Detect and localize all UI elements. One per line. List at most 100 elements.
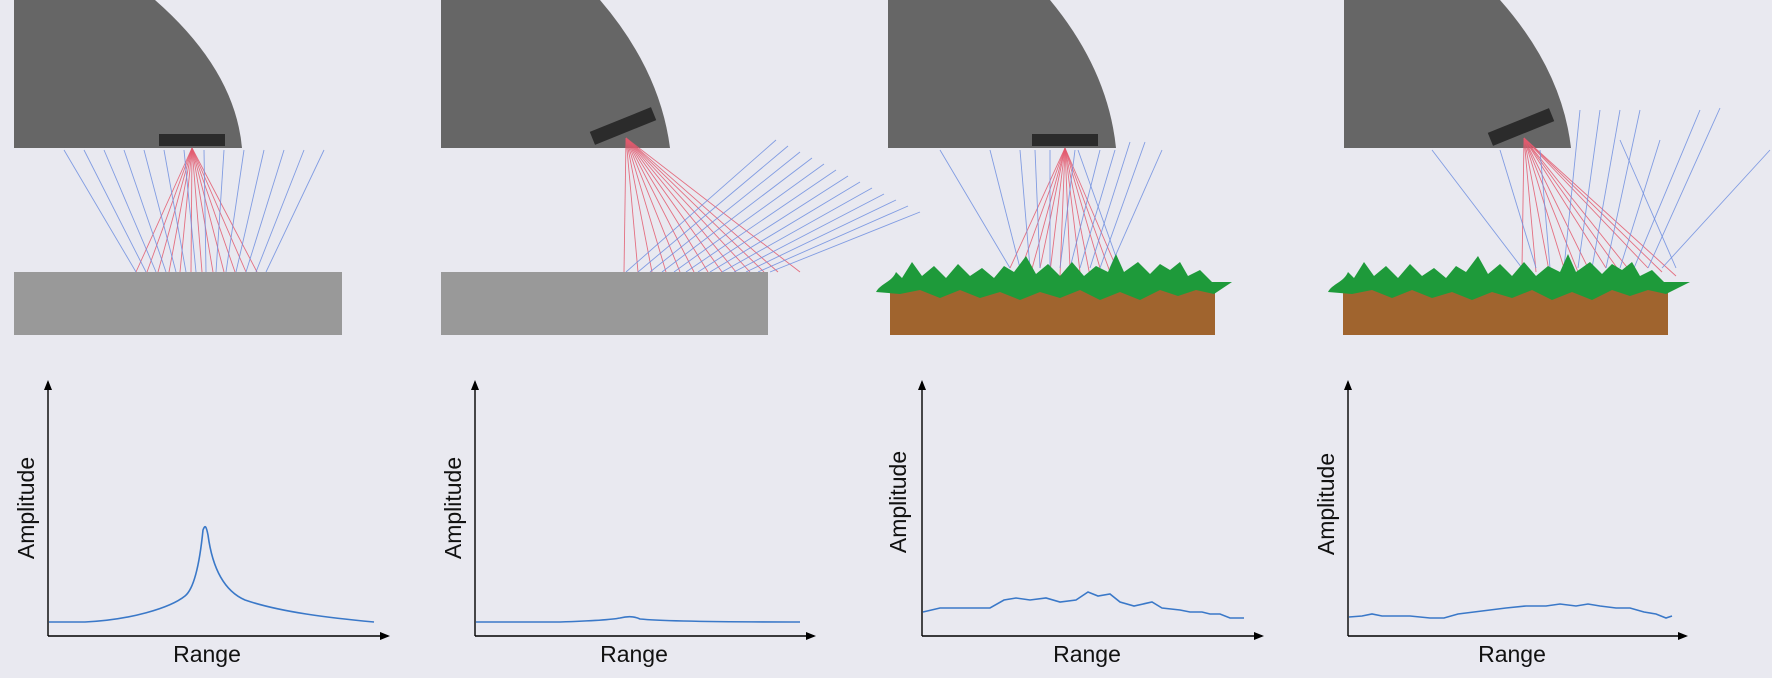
- reflected-ray: [697, 175, 849, 273]
- incident-ray: [625, 137, 751, 273]
- incident-ray: [1523, 137, 1635, 277]
- incident-ray: [1039, 147, 1066, 269]
- reflected-ray: [1099, 141, 1146, 269]
- reflected-ray: [989, 149, 1021, 269]
- reflected-ray: [1539, 149, 1551, 269]
- incident-ray: [1064, 147, 1101, 269]
- reflected-ray: [103, 149, 157, 273]
- incident-ray: [623, 137, 627, 273]
- incident-ray: [190, 147, 193, 273]
- reflected-ray: [649, 151, 801, 273]
- reflected-ray: [939, 149, 1011, 269]
- reflected-ray: [255, 149, 305, 273]
- x-axis-label: Range: [600, 641, 668, 667]
- incident-ray: [625, 137, 801, 273]
- reflected-ray: [1633, 109, 1701, 269]
- reflected-ray: [123, 149, 167, 273]
- incident-ray: [168, 147, 193, 273]
- incident-beams: [623, 137, 801, 273]
- incident-ray: [146, 147, 193, 273]
- reflected-ray: [1591, 109, 1621, 269]
- incident-ray: [191, 147, 236, 273]
- echo-plot: Amplitude Range: [1313, 380, 1688, 667]
- incident-beams: [1009, 147, 1121, 277]
- reflected-ray: [83, 149, 147, 273]
- reflected-ray: [637, 145, 789, 273]
- flat-seabed: [441, 272, 768, 335]
- incident-ray: [1064, 147, 1081, 273]
- echo-curve: [922, 591, 1244, 619]
- incident-ray: [135, 147, 193, 273]
- reflected-ray: [757, 205, 909, 273]
- reflected-ray: [1605, 109, 1641, 269]
- echo-plot: Amplitude Range: [885, 380, 1264, 667]
- incident-ray: [1059, 147, 1066, 277]
- reflected-ray: [143, 149, 177, 273]
- reflected-ray: [709, 181, 861, 273]
- reflected-ray: [245, 149, 285, 273]
- incident-ray: [1019, 147, 1066, 273]
- reflected-ray: [1661, 149, 1771, 269]
- panel-flat-level: Amplitude Range: [13, 0, 390, 667]
- reflected-ray: [733, 193, 885, 273]
- reflected-ray: [1647, 107, 1721, 269]
- incident-ray: [191, 147, 203, 273]
- incident-ray: [191, 147, 258, 273]
- reflected-ray: [1019, 149, 1031, 269]
- reflected-ray: [625, 139, 777, 273]
- incident-ray: [1064, 147, 1091, 277]
- incident-ray: [625, 137, 681, 273]
- transducer: [1032, 134, 1098, 146]
- echo-plot: Amplitude Range: [13, 380, 390, 667]
- reflected-ray: [1109, 149, 1163, 269]
- incident-ray: [625, 137, 765, 273]
- reflected-beams: [63, 149, 325, 273]
- reflected-ray: [685, 169, 837, 273]
- reflected-ray: [1499, 149, 1537, 269]
- incident-ray: [1523, 137, 1579, 273]
- incident-ray: [1064, 147, 1111, 273]
- vegetation-layer: [1328, 254, 1690, 300]
- panel-vegetation-level: Amplitude Range: [876, 0, 1264, 667]
- incident-ray: [191, 147, 247, 273]
- sonar-head: [441, 0, 670, 148]
- reflected-ray: [183, 149, 197, 273]
- incident-ray: [1523, 137, 1593, 277]
- incident-ray: [1523, 137, 1621, 273]
- reflected-beams: [939, 141, 1163, 269]
- vegetation-layer: [876, 254, 1232, 300]
- transducer: [1487, 108, 1555, 146]
- echo-curve: [1348, 603, 1673, 619]
- reflected-ray: [769, 211, 921, 273]
- incident-ray: [625, 137, 653, 273]
- incident-ray: [1064, 147, 1121, 277]
- reflected-ray: [203, 149, 207, 273]
- echo-curve: [476, 615, 801, 623]
- incident-ray: [625, 137, 695, 273]
- panel-flat-tilted: Amplitude Range: [440, 0, 921, 667]
- reflected-ray: [661, 157, 813, 273]
- incident-ray: [1523, 137, 1565, 269]
- incident-ray: [191, 147, 214, 273]
- x-axis-label: Range: [173, 641, 241, 667]
- transducer: [159, 134, 225, 146]
- reflected-ray: [1563, 109, 1581, 269]
- x-axis-label: Range: [1478, 641, 1546, 667]
- reflected-ray: [1079, 149, 1116, 269]
- transducer: [589, 107, 657, 145]
- reflected-ray: [1077, 149, 1121, 269]
- sonar-head: [888, 0, 1116, 148]
- incident-ray: [625, 137, 667, 273]
- incident-ray: [1523, 137, 1649, 269]
- reflected-ray: [721, 187, 873, 273]
- reflected-ray: [1059, 149, 1076, 269]
- reflected-ray: [265, 149, 325, 273]
- incident-ray: [1029, 147, 1066, 277]
- flat-seabed: [14, 272, 342, 335]
- reflected-ray: [1619, 139, 1661, 269]
- incident-ray: [625, 137, 639, 273]
- reflected-ray: [1089, 141, 1131, 269]
- sonar-head: [14, 0, 242, 148]
- panel-vegetation-tilted: Amplitude Range: [1313, 0, 1771, 667]
